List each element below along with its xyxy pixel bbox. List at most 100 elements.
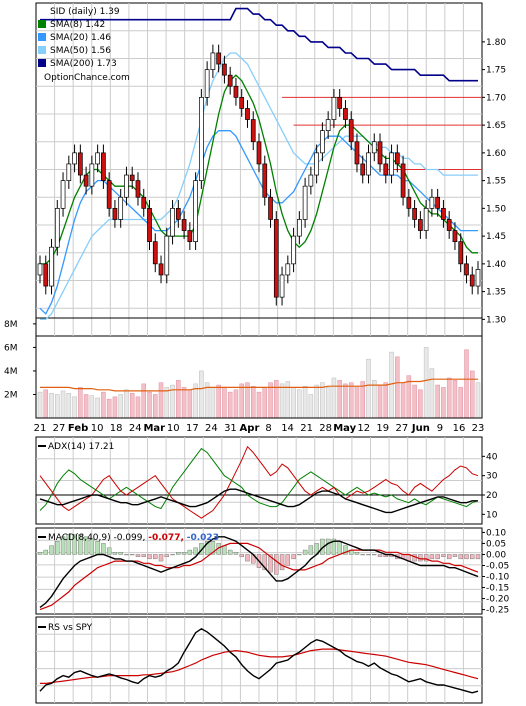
volume-bar	[297, 389, 302, 419]
macd-histogram-bar	[239, 554, 244, 557]
volume-bar	[360, 381, 365, 419]
y-tick-label: 10	[486, 510, 498, 520]
candle-body	[452, 230, 458, 243]
candle-body	[54, 208, 60, 248]
macd-histogram-bar	[78, 534, 83, 555]
volume-panel-border	[35, 317, 483, 419]
candle-body	[112, 208, 118, 220]
macd-histogram-bar	[199, 543, 204, 555]
sma200-line	[40, 7, 478, 82]
macd-histogram-bar	[72, 534, 77, 555]
candle-body	[129, 174, 135, 181]
volume-bar	[354, 385, 360, 419]
volume-bar	[233, 389, 239, 419]
candle-body	[152, 241, 158, 265]
macd-histogram-bar	[297, 554, 302, 556]
macd-histogram-bar	[245, 554, 250, 562]
x-tick-label: 23	[472, 423, 485, 434]
volume-bar	[176, 380, 181, 419]
y-tick-label: 40	[486, 452, 498, 462]
volume-bar	[216, 384, 221, 419]
y-tick-label: 8M	[4, 320, 18, 330]
x-tick-label: 12	[357, 423, 370, 434]
volume-bar	[256, 391, 262, 419]
volume-bar	[83, 394, 89, 419]
candle-body	[429, 196, 435, 209]
x-tick-label: Mar	[143, 423, 165, 434]
macd-histogram-bar	[118, 552, 123, 555]
volume-bar	[331, 377, 337, 419]
candle-body	[343, 108, 348, 120]
x-tick-label: Apr	[240, 423, 260, 434]
volume-bar	[435, 384, 440, 419]
macd-histogram-bar	[164, 554, 169, 557]
macd-histogram-bar	[268, 554, 273, 573]
volume-bar	[274, 380, 279, 419]
macd-histogram-bar	[233, 552, 239, 555]
candle-body	[141, 196, 147, 209]
macd-histogram-bar	[325, 538, 331, 555]
x-tick-label: 9	[437, 423, 443, 434]
price-panel: 1.80 1.75 1.70 1.65 1.60 1.55 1.50 1.45 1.40 1.35…	[35, 2, 506, 419]
x-tick-label: 17	[186, 423, 199, 434]
volume-bar	[418, 389, 423, 419]
plus-di-line	[39, 447, 479, 511]
volume-bar	[153, 394, 158, 419]
macd-histogram-bar	[112, 552, 118, 555]
macd-histogram-bar	[452, 554, 458, 557]
sma8-legend-swatch	[38, 20, 46, 28]
x-tick-label: 24	[129, 423, 142, 434]
y-tick-label: 1.30	[486, 315, 506, 325]
volume-bar	[302, 385, 308, 419]
macd-histogram-bar	[446, 554, 452, 560]
macd-histogram-bar	[83, 536, 89, 555]
candle-body	[118, 196, 124, 220]
volume-bar	[441, 387, 446, 419]
macd-histogram-bar	[60, 536, 66, 555]
macd-histogram-bar	[308, 545, 314, 555]
candle-body	[435, 196, 441, 209]
y-tick-label: 6M	[4, 343, 18, 353]
x-tick-label: 10	[91, 423, 104, 434]
candle-body	[222, 63, 227, 76]
macd-histogram-bar	[377, 554, 383, 557]
macd-histogram-bar	[55, 541, 60, 555]
x-tick-label: 18	[110, 423, 123, 434]
macd-histogram-bar	[158, 554, 164, 562]
x-tick-label: 19	[376, 423, 389, 434]
candle-body	[89, 163, 95, 187]
volume-bar	[343, 383, 348, 419]
volume-bar	[118, 394, 123, 419]
candle-body	[308, 174, 314, 187]
candle-body	[296, 219, 302, 237]
macd-histogram-bar	[141, 554, 146, 557]
candle-body	[77, 152, 83, 176]
macd-histogram-bar	[360, 554, 365, 556]
volume-bar	[389, 351, 394, 419]
candle-body	[406, 196, 412, 209]
candle-body	[239, 96, 245, 109]
volume-bar	[147, 391, 152, 419]
candle-body	[210, 52, 216, 70]
macd-histogram-bar	[464, 554, 469, 560]
macd-histogram-bar	[227, 549, 233, 555]
macd-histogram-bar	[181, 552, 187, 555]
candle-body	[124, 174, 129, 198]
candle-body	[360, 163, 366, 176]
macd-histogram-bar	[124, 554, 129, 556]
candle-body	[394, 152, 400, 165]
x-tick-label: 31	[224, 423, 237, 434]
adx-panel-title: ADX(14) 17.21	[48, 442, 114, 452]
candle-body	[320, 130, 325, 154]
x-tick-label: 21	[34, 423, 47, 434]
volume-bar	[158, 382, 164, 419]
volume-bar	[135, 396, 141, 419]
volume-bar	[66, 393, 72, 419]
volume-bar	[210, 387, 216, 419]
macd-histogram-bar	[343, 545, 348, 555]
macd-histogram-bar	[210, 541, 216, 555]
macd-panel: 0.100.050.00-0.05 -0.10-0.15-0.20-0.25 MA…	[35, 527, 510, 616]
volume-bar	[464, 349, 469, 419]
macd-histogram-bar	[354, 552, 360, 555]
macd-histogram-bar	[285, 554, 291, 566]
